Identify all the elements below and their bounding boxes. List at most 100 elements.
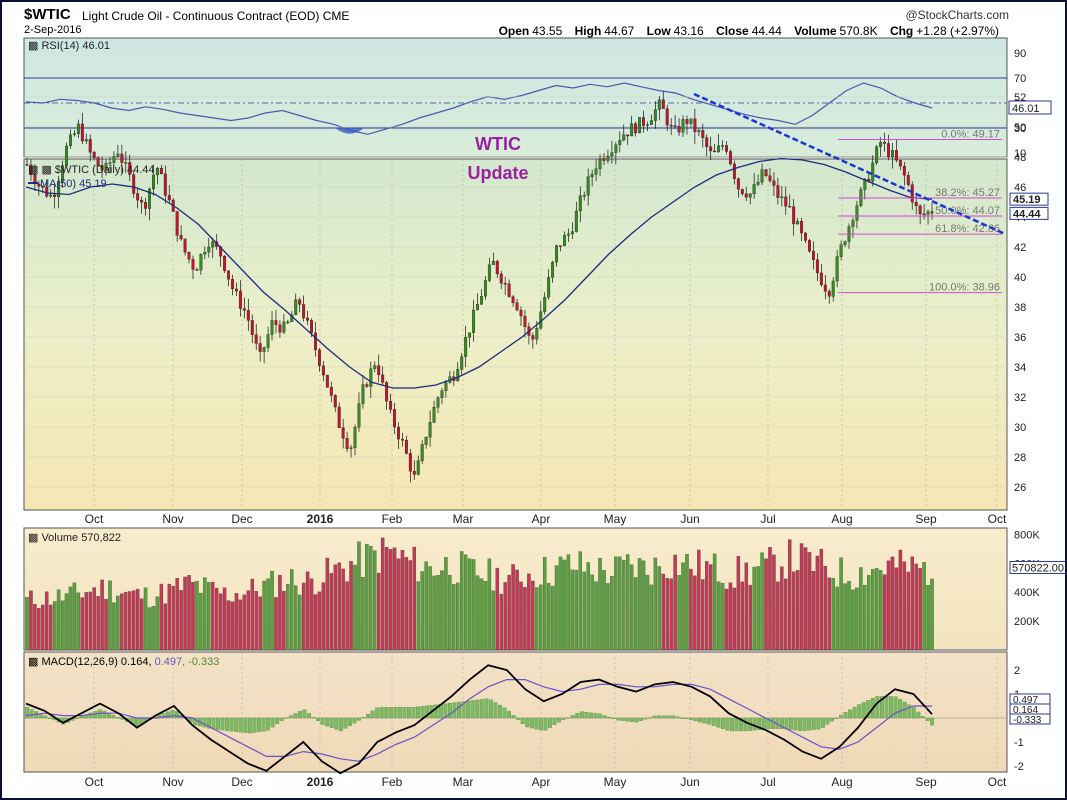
macd-histogram-bar <box>284 717 289 719</box>
macd-histogram-bar <box>907 704 912 719</box>
volume-bar <box>760 552 764 651</box>
volume-bar <box>68 586 73 651</box>
symbol-description: Light Crude Oil - Continuous Contract (E… <box>82 9 350 23</box>
ma50-line <box>25 157 933 389</box>
price-candle <box>397 426 400 440</box>
price-candle <box>440 390 444 399</box>
volume-bar <box>511 564 515 651</box>
macd-histogram-bar <box>570 715 575 719</box>
price-candle <box>266 334 270 348</box>
price-candle <box>152 174 155 190</box>
macd-legend: ▩ MACD(12,26,9) 0.164, 0.497, -0.333 <box>28 656 219 668</box>
macd-histogram-bar <box>116 717 120 719</box>
volume-label: Volume <box>794 24 837 38</box>
macd-month-label: Nov <box>162 775 183 789</box>
volume-bar <box>116 595 120 651</box>
volume-bar <box>448 575 452 651</box>
price-candle <box>65 145 68 166</box>
price-panel <box>23 158 1008 511</box>
price-tick-label: 46 <box>1014 182 1026 194</box>
volume-bar <box>847 581 851 651</box>
price-candle <box>227 270 231 280</box>
fib-label: 100.0%: 38.96 <box>929 282 1000 294</box>
volume-bar <box>890 556 895 651</box>
price-candle <box>815 259 819 274</box>
macd-histogram-bar <box>216 717 220 730</box>
volume-bar <box>527 573 531 651</box>
volume-bar <box>677 575 681 651</box>
price-candle <box>69 134 72 147</box>
volume-bar <box>863 585 867 651</box>
macd-histogram-bar <box>557 717 562 723</box>
macd-histogram-bar <box>393 707 398 719</box>
volume-bar <box>531 580 535 651</box>
volume-bar <box>246 590 251 651</box>
macd-histogram-bar <box>525 717 530 728</box>
price-candle <box>464 337 468 357</box>
macd-histogram-bar <box>511 715 516 719</box>
volume-bar <box>629 564 634 651</box>
price-candle <box>622 134 626 141</box>
price-candle <box>235 288 238 292</box>
price-candle <box>776 185 780 198</box>
macd-month-label: Mar <box>453 775 474 789</box>
volume-bar <box>590 574 594 651</box>
volume-bar <box>744 562 748 651</box>
price-candle <box>49 194 53 197</box>
price-candle <box>906 175 910 185</box>
open-label: Open <box>498 24 530 38</box>
volume-bar <box>100 579 104 651</box>
price-candle <box>602 158 606 161</box>
macd-histogram-bar <box>634 717 639 723</box>
volume-bar <box>768 547 772 651</box>
volume-bar <box>230 601 235 651</box>
macd-histogram-bar <box>789 717 793 730</box>
volume-bar <box>645 574 650 651</box>
price-month-label: 2016 <box>307 512 334 526</box>
macd-histogram-bar <box>175 711 180 719</box>
volume-bar <box>396 558 401 651</box>
volume-bar <box>408 560 413 651</box>
price-month-label: May <box>604 512 627 526</box>
low-value: 43.16 <box>673 24 704 38</box>
macd-histogram-bar <box>725 717 730 731</box>
price-candle <box>590 174 594 177</box>
volume-bar <box>693 575 697 651</box>
volume-bar <box>685 554 689 651</box>
price-tick-label: 40 <box>1014 272 1026 284</box>
volume-bar <box>365 544 369 651</box>
macd-histogram-bar <box>502 707 507 719</box>
macd-histogram-bar <box>370 710 375 719</box>
volume-bar <box>76 592 81 651</box>
volume-bar <box>131 590 136 651</box>
price-candle <box>337 406 341 428</box>
macd-histogram-bar <box>407 707 411 719</box>
macd-histogram-bar <box>25 707 29 719</box>
price-legend-ma: MA(50) 45.19 <box>40 178 107 190</box>
price-candle <box>811 251 815 260</box>
volume-bar <box>80 597 85 651</box>
price-candle <box>148 188 151 209</box>
macd-histogram-bar <box>620 717 625 721</box>
volume-bar <box>811 571 816 651</box>
volume-bar <box>195 581 199 651</box>
volume-bar <box>420 571 424 651</box>
volume-bar <box>313 594 318 651</box>
volume-bar <box>882 574 887 651</box>
price-candle <box>752 184 756 195</box>
macd-histogram-bar <box>638 717 643 721</box>
volume-bar <box>807 552 812 651</box>
macd-month-label: Dec <box>231 775 252 789</box>
macd-histogram-bar <box>402 707 407 719</box>
macd-histogram-bar <box>161 713 166 719</box>
macd-histogram-bar <box>320 717 325 725</box>
volume-bar <box>179 590 183 651</box>
macd-histogram-bar <box>911 707 916 719</box>
volume-bar <box>270 570 274 651</box>
macd-histogram-bar <box>761 717 766 730</box>
price-candle <box>839 244 843 257</box>
volume-bar <box>72 582 77 651</box>
volume-bar <box>582 571 586 651</box>
macd-histogram-bar <box>930 717 934 726</box>
volume-bar <box>452 584 456 651</box>
